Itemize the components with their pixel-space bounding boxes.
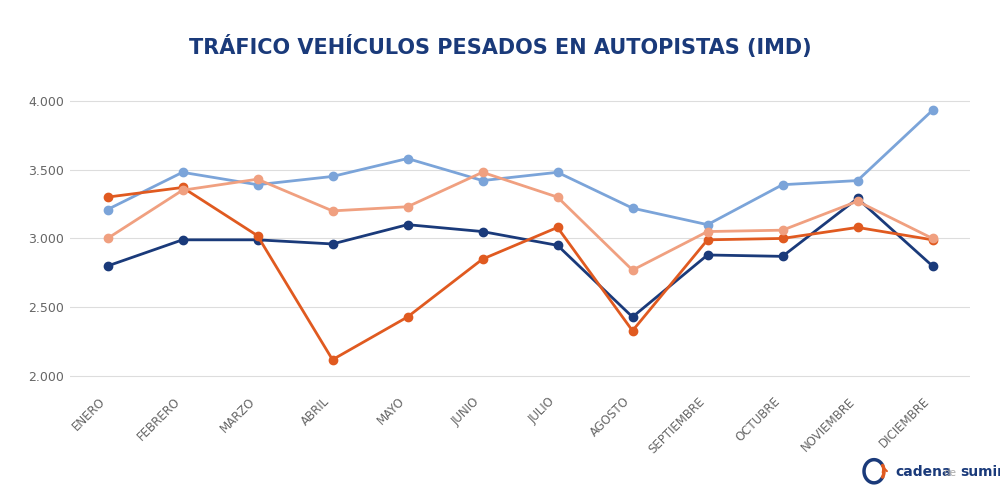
Text: cadena: cadena [895,466,952,479]
Text: suministro: suministro [960,466,1000,479]
Text: TRÁFICO VEHÍCULOS PESADOS EN AUTOPISTAS (IMD): TRÁFICO VEHÍCULOS PESADOS EN AUTOPISTAS … [189,35,811,58]
Text: de: de [943,468,956,477]
